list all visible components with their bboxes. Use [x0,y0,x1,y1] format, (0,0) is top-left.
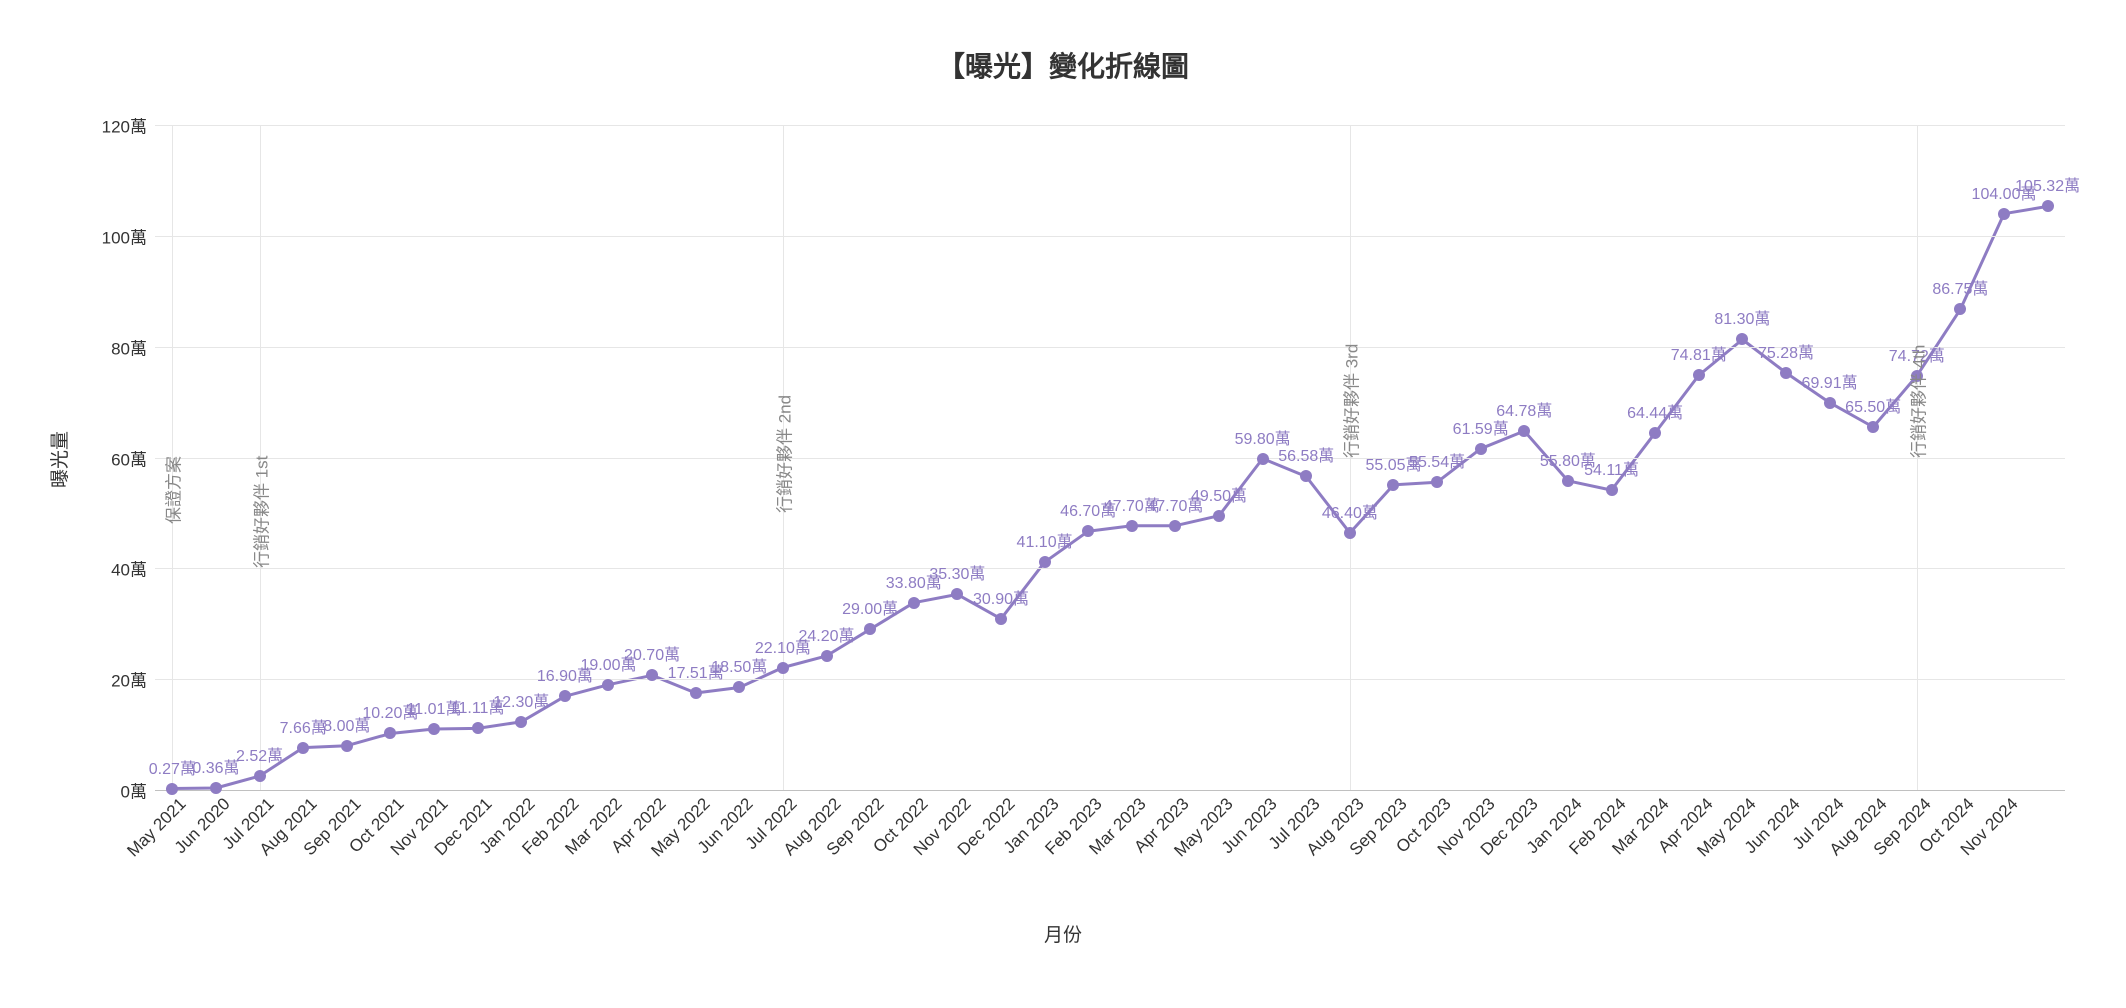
data-label: 86.75萬 [1932,275,1988,299]
plot-area: 0萬20萬40萬60萬80萬100萬120萬May 2021Jun 2020Ju… [155,125,2065,790]
annotation-label: 行銷好夥伴 4th [1904,344,1929,457]
y-tick-label: 0萬 [121,778,155,803]
data-label: 41.10萬 [1017,528,1073,552]
y-tick-label: 80萬 [111,334,155,359]
data-label: 49.50萬 [1191,482,1247,506]
data-marker [297,742,309,754]
data-label: 64.44萬 [1627,399,1683,423]
y-tick-label: 60萬 [111,445,155,470]
data-marker [2042,200,2054,212]
data-label: 74.81萬 [1671,341,1727,365]
data-marker [1736,333,1748,345]
y-tick-label: 100萬 [102,223,155,248]
gridline-horizontal [155,568,2065,569]
data-marker [1082,525,1094,537]
data-marker [515,716,527,728]
data-marker [690,687,702,699]
data-marker [210,782,222,794]
y-tick-label: 20萬 [111,667,155,692]
data-label: 0.27萬 [149,755,196,779]
data-marker [1562,475,1574,487]
gridline-horizontal [155,125,2065,126]
data-label: 2.52萬 [236,742,283,766]
data-marker [1780,367,1792,379]
gridline-horizontal [155,236,2065,237]
data-marker [472,722,484,734]
data-marker [995,613,1007,625]
data-marker [1300,470,1312,482]
data-marker [646,669,658,681]
data-label: 30.90萬 [973,585,1029,609]
data-marker [254,770,266,782]
data-label: 81.30萬 [1714,305,1770,329]
data-marker [1387,479,1399,491]
gridline-horizontal [155,679,2065,680]
data-marker [1169,520,1181,532]
data-marker [1998,208,2010,220]
data-marker [821,650,833,662]
data-marker [341,740,353,752]
data-marker [384,727,396,739]
data-marker [1475,443,1487,455]
gridline-horizontal [155,458,2065,459]
data-label: 69.91萬 [1802,369,1858,393]
chart-title: 【曝光】變化折線圖 [0,45,2126,85]
data-label: 65.50萬 [1845,393,1901,417]
data-label: 64.78萬 [1496,397,1552,421]
y-tick-label: 40萬 [111,556,155,581]
data-marker [428,723,440,735]
data-marker [1257,453,1269,465]
y-axis-label: 曝光量 [45,430,72,487]
data-marker [1649,427,1661,439]
data-marker [777,662,789,674]
data-marker [1126,520,1138,532]
data-marker [166,783,178,795]
data-marker [1518,425,1530,437]
data-label: 105.32萬 [2015,172,2080,196]
data-label: 24.20萬 [798,622,854,646]
annotation-label: 行銷好夥伴 1st [247,456,272,568]
data-marker [864,623,876,635]
data-marker [559,690,571,702]
data-label: 0.36萬 [192,754,239,778]
data-marker [1344,527,1356,539]
annotation-label: 行銷好夥伴 3rd [1337,343,1362,457]
data-marker [602,679,614,691]
data-marker [1693,369,1705,381]
chart-container: 【曝光】變化折線圖 曝光量 月份 0萬20萬40萬60萬80萬100萬120萬M… [0,0,2126,1008]
data-marker [1824,397,1836,409]
data-marker [1213,510,1225,522]
x-axis-line [155,790,2065,791]
data-marker [908,597,920,609]
data-label: 75.28萬 [1758,339,1814,363]
data-marker [1606,484,1618,496]
data-marker [951,588,963,600]
x-axis-label: 月份 [0,920,2126,947]
data-marker [1431,476,1443,488]
data-label: 35.30萬 [929,560,985,584]
data-marker [1867,421,1879,433]
data-label: 56.58萬 [1278,442,1334,466]
data-label: 46.40萬 [1322,499,1378,523]
data-marker [733,681,745,693]
y-tick-label: 120萬 [102,113,155,138]
annotation-label: 行銷好夥伴 2nd [770,395,795,513]
data-label: 12.30萬 [493,688,549,712]
data-marker [1039,556,1051,568]
data-label: 29.00萬 [842,595,898,619]
data-label: 54.11萬 [1584,456,1639,480]
data-label: 7.66萬 [280,714,327,738]
annotation-label: 保證方案 [160,456,185,524]
data-label: 55.54萬 [1409,448,1465,472]
data-marker [1954,303,1966,315]
